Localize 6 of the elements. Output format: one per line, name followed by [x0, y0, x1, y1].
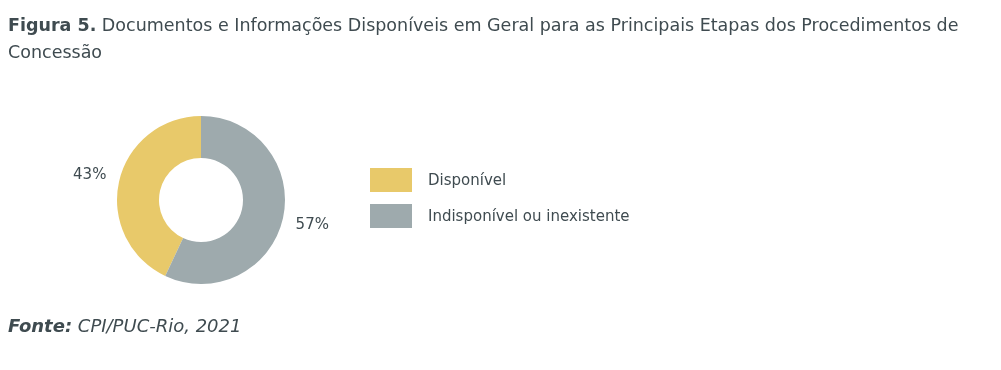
legend-label: Indisponível ou inexistente [428, 207, 630, 225]
data-label: 57% [295, 214, 329, 233]
data-label: 43% [73, 165, 107, 184]
source-note: Fonte: CPI/PUC-Rio, 2021 [8, 315, 242, 336]
legend-label: Disponível [428, 171, 507, 189]
chart-title: Figura 5. Documentos e Informações Disponíveis em Geral para as Principais Etapas dos Procedimentos de Concessão [8, 15, 959, 62]
